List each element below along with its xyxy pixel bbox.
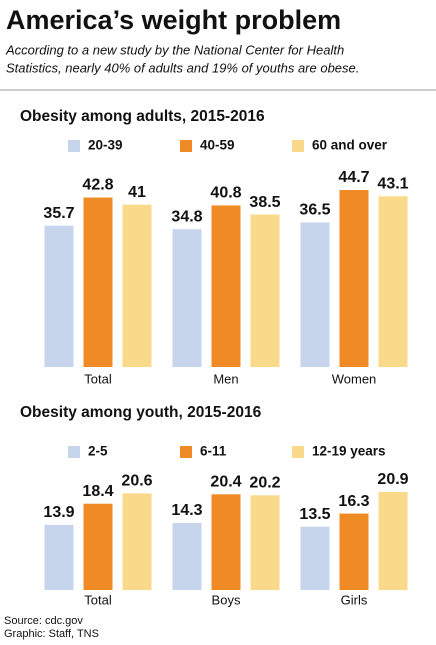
category-label: Boys xyxy=(212,592,241,607)
chart-title: Obesity among youth, 2015-2016 xyxy=(20,404,262,421)
bar xyxy=(44,524,74,590)
bar xyxy=(211,494,241,590)
subtitle: Statistics, nearly 40% of adults and 19%… xyxy=(6,60,359,75)
bar xyxy=(378,196,408,367)
value-label: 16.3 xyxy=(338,493,369,510)
legend-swatch xyxy=(292,140,304,152)
bar xyxy=(300,526,330,590)
legend-label: 40-59 xyxy=(200,138,235,153)
category-label: Girls xyxy=(341,592,368,607)
value-label: 14.3 xyxy=(171,502,202,519)
value-label: 13.9 xyxy=(43,504,74,521)
value-label: 44.7 xyxy=(338,169,369,186)
value-label: 43.1 xyxy=(377,176,408,193)
bar xyxy=(339,513,369,590)
bar xyxy=(300,222,330,367)
value-label: 20.2 xyxy=(249,475,280,492)
bar xyxy=(44,225,74,367)
legend-swatch xyxy=(292,446,304,458)
category-label: Women xyxy=(332,371,377,386)
bar xyxy=(211,205,241,367)
legend-swatch xyxy=(68,140,80,152)
category-label: Total xyxy=(84,371,112,386)
legend-swatch xyxy=(180,140,192,152)
bar xyxy=(339,190,369,367)
bar xyxy=(122,204,152,367)
value-label: 34.8 xyxy=(171,208,202,225)
bar xyxy=(250,495,280,590)
legend-label: 12-19 years xyxy=(312,444,386,459)
legend-swatch xyxy=(180,446,192,458)
value-label: 42.8 xyxy=(82,177,113,194)
value-label: 41 xyxy=(128,184,146,201)
value-label: 36.5 xyxy=(299,202,330,219)
source: Source: cdc.gov xyxy=(4,615,83,627)
bar xyxy=(250,214,280,367)
bar xyxy=(122,493,152,590)
value-label: 35.7 xyxy=(43,205,74,222)
legend-label: 60 and over xyxy=(312,138,388,153)
value-label: 20.9 xyxy=(377,471,408,488)
category-label: Total xyxy=(84,592,112,607)
value-label: 38.5 xyxy=(249,194,280,211)
bar xyxy=(83,197,113,367)
subtitle: According to a new study by the National… xyxy=(5,42,344,57)
title: America’s weight problem xyxy=(6,5,341,35)
value-label: 40.8 xyxy=(210,185,241,202)
chart-title: Obesity among adults, 2015-2016 xyxy=(20,108,265,125)
value-label: 20.6 xyxy=(121,473,152,490)
value-label: 13.5 xyxy=(299,506,330,523)
bar xyxy=(172,229,202,367)
bar xyxy=(378,492,408,590)
value-label: 20.4 xyxy=(210,474,241,491)
legend-label: 6-11 xyxy=(200,444,227,459)
legend-label: 20-39 xyxy=(88,138,123,153)
bar xyxy=(83,503,113,590)
legend-swatch xyxy=(68,446,80,458)
credit: Graphic: Staff, TNS xyxy=(4,628,99,640)
value-label: 18.4 xyxy=(82,483,113,500)
legend-label: 2-5 xyxy=(88,444,108,459)
category-label: Men xyxy=(213,371,238,386)
bar xyxy=(172,522,202,590)
